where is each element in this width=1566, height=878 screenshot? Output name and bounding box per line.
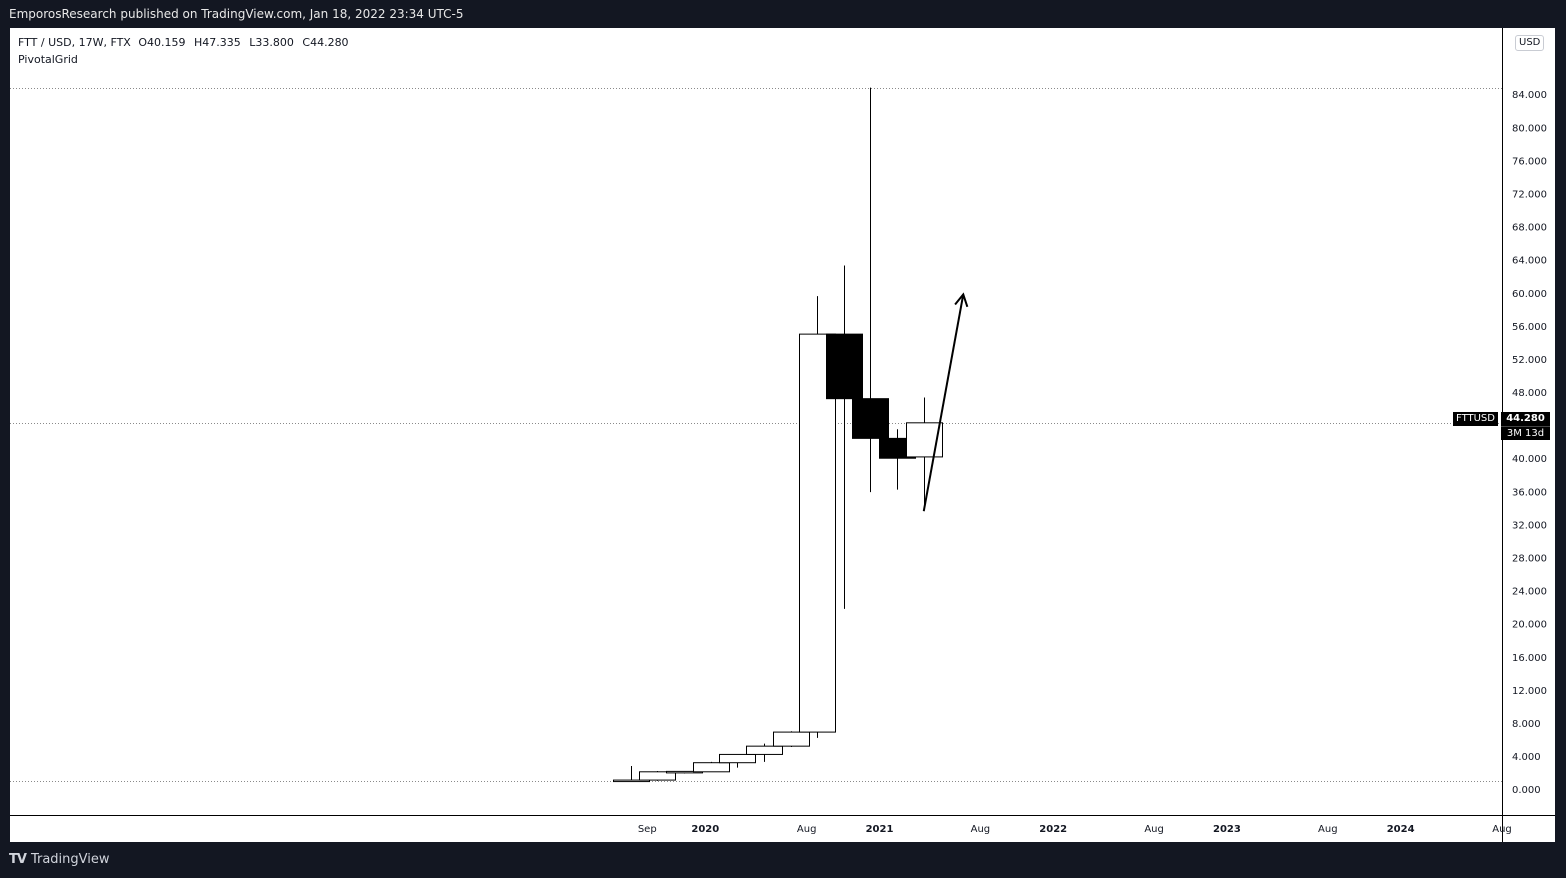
price-tick-label: 36.000 (1512, 487, 1547, 498)
candle-body (693, 762, 730, 773)
time-tick-label: 2023 (1213, 824, 1241, 835)
candle-body (799, 333, 836, 733)
ohlc-low: L33.800 (249, 36, 294, 49)
ohlc-high: H47.335 (194, 36, 241, 49)
arrow-annotation (922, 294, 965, 512)
candle-body (852, 398, 889, 439)
price-tick-label: 28.000 (1512, 554, 1547, 565)
price-tick-label: 40.000 (1512, 454, 1547, 465)
price-tick-label: 80.000 (1512, 123, 1547, 134)
price-tick-label: 16.000 (1512, 653, 1547, 664)
price-tick-label: 32.000 (1512, 520, 1547, 531)
price-tick-label: 52.000 (1512, 355, 1547, 366)
last-price-tag: 44.280 3M 13d (1501, 412, 1550, 440)
time-tick-label: Aug (1144, 824, 1164, 835)
bar-countdown: 3M 13d (1501, 426, 1550, 440)
ohlc-close: C44.280 (302, 36, 349, 49)
price-tick-label: 48.000 (1512, 388, 1547, 399)
price-tick-label: 60.000 (1512, 289, 1547, 300)
currency-button[interactable]: USD (1515, 35, 1545, 51)
time-tick-label: Aug (1318, 824, 1338, 835)
indicator-label[interactable]: PivotalGrid (18, 53, 78, 66)
price-tick-label: 20.000 (1512, 620, 1547, 631)
chart-legend: FTT / USD, 17W, FTX O40.159 H47.335 L33.… (18, 34, 354, 68)
price-tick-label: 72.000 (1512, 189, 1547, 200)
price-tick-label: 56.000 (1512, 322, 1547, 333)
tradingview-logo[interactable]: TV TradingView (9, 852, 109, 867)
time-tick-label: Aug (797, 824, 817, 835)
arrow-head (954, 292, 969, 308)
time-tick-label: 2020 (691, 824, 719, 835)
price-tick-label: 68.000 (1512, 223, 1547, 234)
time-tick-label: Sep (638, 824, 657, 835)
symbol-label[interactable]: FTT / USD, 17W, FTX (18, 36, 131, 49)
tradingview-logo-icon: TV (9, 852, 27, 867)
price-tick-label: 12.000 (1512, 686, 1547, 697)
time-tick-label: 2024 (1387, 824, 1415, 835)
candle-body (773, 731, 810, 747)
candle-body (746, 745, 783, 755)
time-tick-label: 2022 (1039, 824, 1067, 835)
last-price-value: 44.280 (1501, 412, 1550, 426)
footer: TV TradingView (0, 842, 1566, 878)
candle-body (826, 333, 863, 400)
candle-body (719, 753, 756, 764)
price-tick-label: 84.000 (1512, 90, 1547, 101)
price-tick-label: 64.000 (1512, 256, 1547, 267)
symbol-price-tag: FTTUSD (1453, 412, 1498, 426)
published-header: EmporosResearch published on TradingView… (0, 0, 1566, 28)
ohlc-open: O40.159 (138, 36, 186, 49)
published-text: EmporosResearch published on TradingView… (9, 7, 464, 21)
time-tick-label: Aug (1492, 824, 1512, 835)
candle-body (906, 422, 943, 458)
price-tick-label: 24.000 (1512, 587, 1547, 598)
chart-area[interactable]: 0.000 4.000 8.000 12.000 16.000 20.000 24.000 2… (10, 28, 1555, 842)
price-tick-label: 76.000 (1512, 156, 1547, 167)
price-tick-label: 4.000 (1512, 752, 1541, 763)
price-chart[interactable]: 0.000 4.000 8.000 12.000 16.000 20.000 24.000 2… (10, 28, 1555, 842)
tradingview-brand: TradingView (30, 852, 110, 867)
price-tick-label: 8.000 (1512, 719, 1541, 730)
price-tick-label: 0.000 (1512, 785, 1541, 796)
candle-body (613, 779, 650, 783)
time-tick-label: Aug (971, 824, 991, 835)
candle-body (639, 771, 676, 781)
time-tick-label: 2021 (866, 824, 894, 835)
